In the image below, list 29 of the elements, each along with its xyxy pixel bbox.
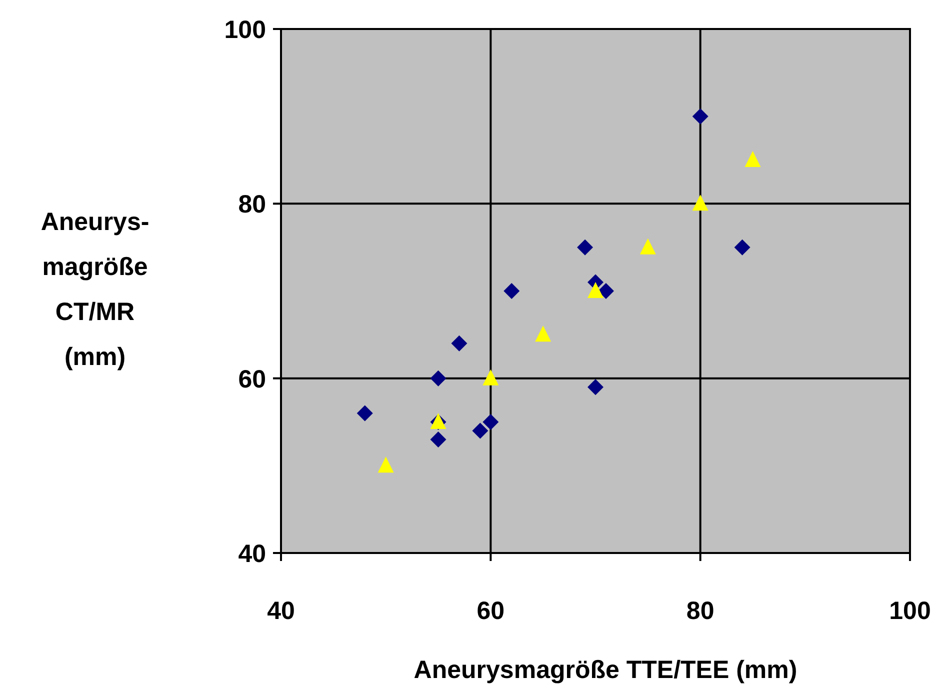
- point: [640, 238, 656, 254]
- point: [482, 414, 499, 430]
- y-axis-title: Aneurys- magröße CT/MR (mm): [40, 208, 150, 371]
- point: [692, 194, 708, 211]
- point: [588, 379, 604, 396]
- point: [356, 405, 373, 422]
- point: [535, 326, 552, 342]
- point: [504, 283, 520, 299]
- point: [744, 151, 761, 167]
- y-tick-label: 60: [238, 365, 266, 394]
- y-tick-label: 40: [238, 540, 266, 568]
- point: [588, 282, 604, 298]
- point: [378, 456, 394, 473]
- point: [598, 283, 614, 299]
- point: [451, 335, 468, 352]
- y-tick-label: 80: [238, 190, 266, 219]
- point: [472, 422, 488, 439]
- x-tick-label: 40: [267, 597, 295, 625]
- x-tick-label: 100: [889, 597, 931, 625]
- y-tick-label: 100: [224, 16, 266, 44]
- x-tick-label: 80: [686, 597, 714, 625]
- x-tick-label: 60: [476, 597, 505, 625]
- point: [692, 108, 708, 124]
- point: [577, 239, 594, 256]
- point: [734, 239, 750, 256]
- x-axis-title: Aneurysmagröße TTE/TEE (mm): [414, 656, 798, 684]
- point: [430, 370, 446, 386]
- point: [430, 431, 446, 448]
- point: [482, 369, 499, 386]
